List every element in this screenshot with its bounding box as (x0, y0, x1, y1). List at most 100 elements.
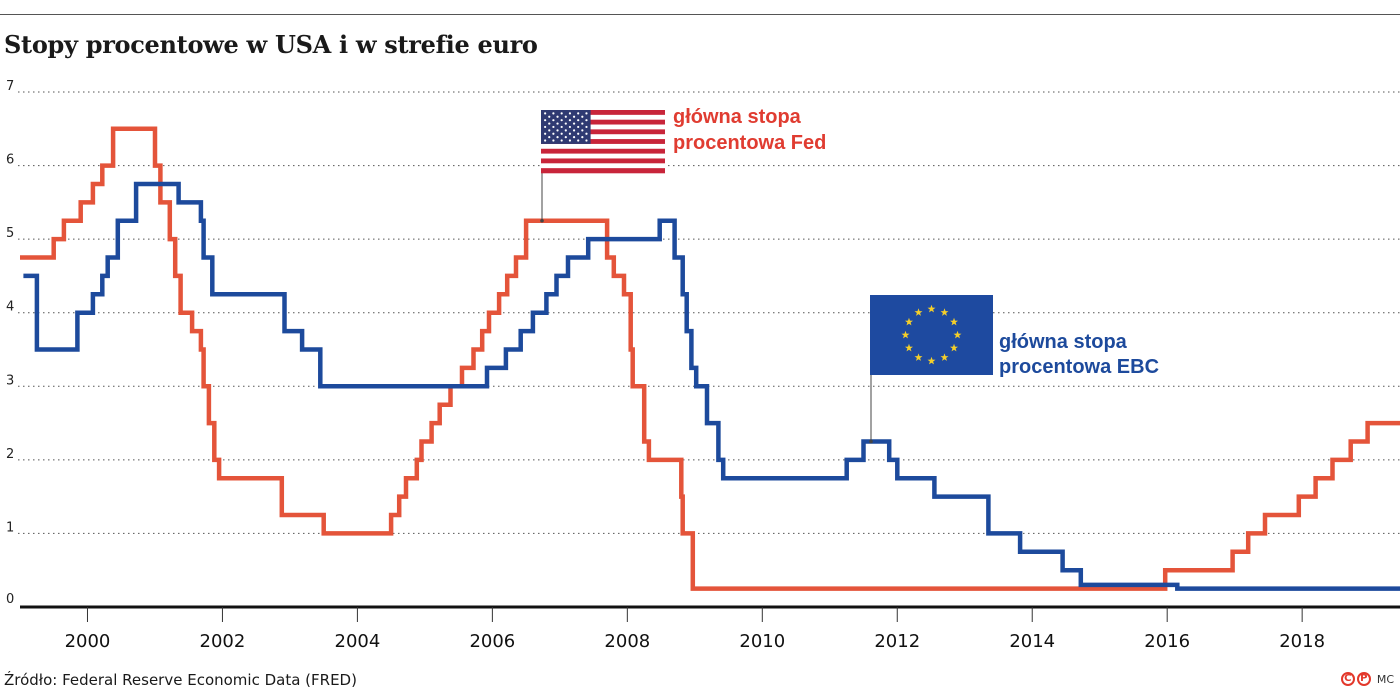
flag-star (901, 330, 910, 339)
y-tick-label: 3 (6, 373, 14, 388)
y-tick-label: 4 (6, 300, 14, 315)
flag-star (544, 139, 547, 142)
credits: C P MC (1340, 672, 1394, 686)
x-tick-label: 2016 (1144, 631, 1190, 652)
copyright-p-icon: P (1356, 672, 1371, 686)
flag-stripe (541, 153, 665, 159)
flag-star (914, 308, 923, 316)
flag-star (556, 122, 559, 125)
x-tick-label: 2008 (604, 631, 650, 652)
flag-star (950, 343, 959, 352)
flag-star (577, 132, 580, 135)
flag-star (581, 129, 584, 132)
flag-star (927, 356, 936, 365)
y-tick-label: 1 (6, 520, 14, 535)
flag-star (568, 119, 572, 122)
flag-star (552, 132, 555, 135)
series-lines (20, 126, 1400, 591)
y-tick-label: 5 (6, 226, 14, 241)
annotation-layer: główna stopa procentowa Fed główna stopa pr… (540, 106, 1159, 444)
flag-stripe (541, 124, 665, 130)
flag-star (572, 129, 576, 132)
flag-star (552, 119, 555, 122)
flag-star (577, 139, 580, 142)
flag-star (548, 115, 551, 118)
author-initials: MC (1376, 672, 1394, 686)
flag-star (544, 132, 547, 135)
flag-star (560, 132, 563, 135)
flag-star (564, 129, 567, 132)
flag-stripe (541, 163, 665, 169)
flag-star (564, 122, 567, 125)
flag-star (904, 343, 913, 352)
flag-star (581, 122, 584, 125)
flag-star (572, 136, 576, 139)
y-tick-labels: 0 1 2 3 4 5 6 7 (6, 79, 14, 607)
flag-stripe (541, 143, 665, 150)
flag-star (577, 119, 580, 122)
top-rule (0, 14, 1400, 15)
flag-star (544, 112, 547, 115)
flag-star (568, 139, 572, 142)
flag-star (953, 330, 962, 339)
x-tick-label: 2000 (65, 631, 111, 652)
flag-star (585, 139, 588, 142)
flag-star (556, 136, 559, 139)
ecb-rate-line (23, 181, 1400, 591)
flag-star (904, 317, 913, 326)
x-tick-label: 2002 (200, 631, 246, 652)
flag-star (560, 139, 563, 142)
x-tick-label: 2010 (739, 631, 785, 652)
flag-star (548, 129, 551, 132)
flag-star (577, 125, 580, 129)
flag-star (581, 115, 584, 118)
flag-star (556, 129, 559, 132)
copyright-c-icon: C (1340, 672, 1355, 686)
flag-star (548, 122, 551, 125)
fed-rate-line (20, 126, 1400, 591)
flag-star (585, 132, 588, 135)
grid-layer (18, 91, 1400, 534)
flag-stripe (541, 134, 665, 140)
x-tick-label: 2018 (1279, 631, 1325, 652)
ecb-label-line1: główna stopa (999, 331, 1128, 353)
flag-star (581, 136, 584, 139)
flag-star (940, 308, 949, 316)
x-tick-label: 2006 (469, 631, 515, 652)
flag-star (560, 125, 563, 129)
flag-star (572, 122, 576, 125)
flag-star (927, 304, 936, 313)
flag-star (560, 119, 563, 122)
flag-star (572, 115, 576, 118)
flag-stripe (541, 168, 665, 174)
flag-star (552, 139, 555, 142)
x-tick-label: 2014 (1009, 631, 1055, 652)
flag-star (548, 136, 551, 139)
flag-star (560, 112, 563, 115)
flag-star (552, 125, 555, 129)
flag-star (940, 353, 949, 361)
flag-star (950, 317, 959, 326)
x-tick-label: 2012 (874, 631, 920, 652)
flag-star (564, 115, 567, 118)
chart-title: Stopy procentowe w USA i w strefie euro (4, 30, 538, 59)
flag-star (568, 132, 572, 135)
source-note: Źródło: Federal Reserve Economic Data (F… (4, 671, 357, 689)
flag-star (585, 125, 588, 129)
fed-label-line1: główna stopa (673, 106, 802, 128)
y-tick-label: 6 (6, 153, 14, 168)
y-tick-label: 2 (6, 447, 14, 462)
y-tick-label: 7 (6, 79, 14, 94)
eu-flag-icon (870, 295, 993, 375)
flag-star (544, 119, 547, 122)
flag-canton (541, 110, 591, 144)
fed-label-line2: procentowa Fed (673, 132, 826, 154)
flag-stripe (541, 148, 665, 154)
flag-star (556, 115, 559, 118)
flag-star (568, 112, 572, 115)
flag-stripe (541, 129, 665, 135)
flag-stripe (541, 139, 665, 145)
flag-star (552, 112, 555, 115)
flag-stripe (541, 110, 665, 116)
